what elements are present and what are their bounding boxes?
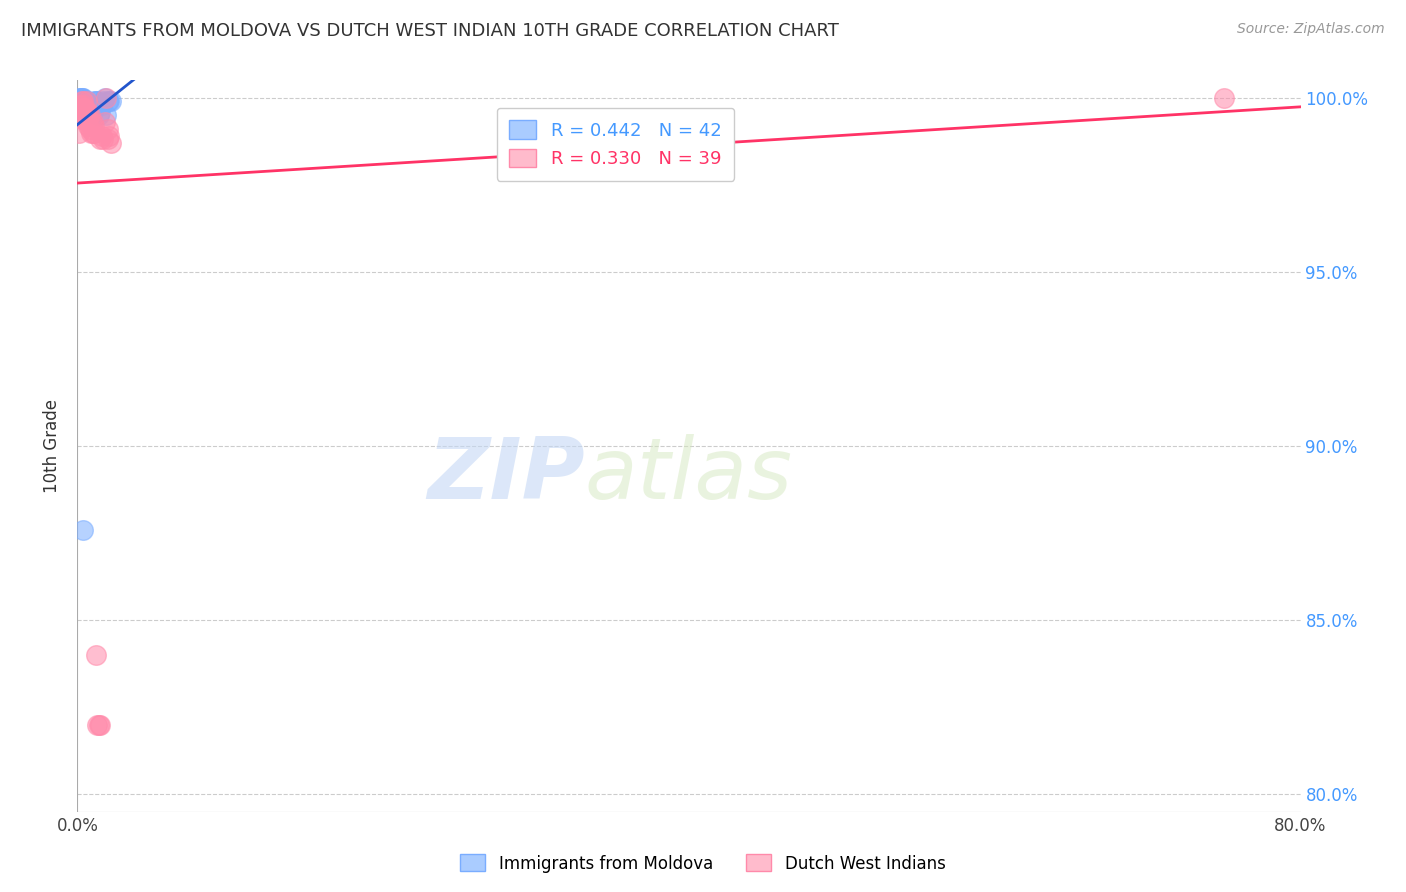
Point [87,108,110,122]
Point [76,115,98,129]
Point [84,94,107,108]
Point [80,126,103,140]
Point [76,94,98,108]
Point [73,94,96,108]
Point [80,115,103,129]
Point [86,717,108,731]
Point [72,94,94,108]
Point [77,112,100,126]
Point [76,97,98,112]
Point [79,108,101,122]
Point [77,119,100,133]
Point [90,97,112,112]
Text: atlas: atlas [585,434,793,516]
Point [86,94,108,108]
Point [79,122,101,136]
Point [80,104,103,119]
Point [73,94,96,108]
Point [82,115,104,129]
Point [80,101,103,115]
Point [97,122,120,136]
Point [100,136,122,150]
Point [77,101,100,115]
Point [94,91,117,105]
Point [70,91,93,105]
Point [83,94,105,108]
Point [91,132,114,146]
Point [73,101,96,115]
Point [72,94,94,108]
Point [72,101,94,115]
Text: ZIP: ZIP [427,434,585,516]
Point [70,91,93,105]
Point [70,112,93,126]
Point [90,128,112,143]
Y-axis label: 10th Grade: 10th Grade [44,399,62,493]
Point [96,91,118,105]
Point [69,91,91,105]
Point [72,97,94,112]
Point [82,97,104,112]
Point [89,717,111,731]
Point [77,101,100,115]
Point [82,126,104,140]
Point [70,94,93,108]
Point [77,104,100,119]
Point [97,94,120,108]
Point [73,104,96,119]
Point [84,648,107,662]
Point [76,101,98,115]
Point [87,717,110,731]
Point [70,94,93,108]
Point [67,91,90,105]
Point [94,115,117,129]
Point [72,91,94,105]
Point [69,94,91,108]
Point [70,104,93,119]
Point [79,101,101,115]
Point [67,126,90,140]
Point [76,94,98,108]
Point [89,104,111,119]
Point [98,94,121,108]
Point [83,126,105,140]
Point [1213,91,1236,105]
Point [72,94,94,108]
Point [100,94,122,108]
Point [76,104,98,119]
Point [82,101,104,115]
Legend: R = 0.442   N = 42, R = 0.330   N = 39: R = 0.442 N = 42, R = 0.330 N = 39 [496,108,734,180]
Point [73,101,96,115]
Point [91,94,114,108]
Text: Source: ZipAtlas.com: Source: ZipAtlas.com [1237,22,1385,37]
Point [73,97,96,112]
Point [96,108,118,122]
Text: IMMIGRANTS FROM MOLDOVA VS DUTCH WEST INDIAN 10TH GRADE CORRELATION CHART: IMMIGRANTS FROM MOLDOVA VS DUTCH WEST IN… [21,22,839,40]
Point [89,132,111,146]
Point [98,128,121,143]
Legend: Immigrants from Moldova, Dutch West Indians: Immigrants from Moldova, Dutch West Indi… [454,847,952,880]
Point [72,523,94,537]
Point [73,97,96,112]
Point [70,94,93,108]
Point [73,112,96,126]
Point [82,104,104,119]
Point [69,97,91,112]
Point [77,97,100,112]
Point [72,97,94,112]
Point [83,119,105,133]
Point [97,132,120,146]
Point [73,101,96,115]
